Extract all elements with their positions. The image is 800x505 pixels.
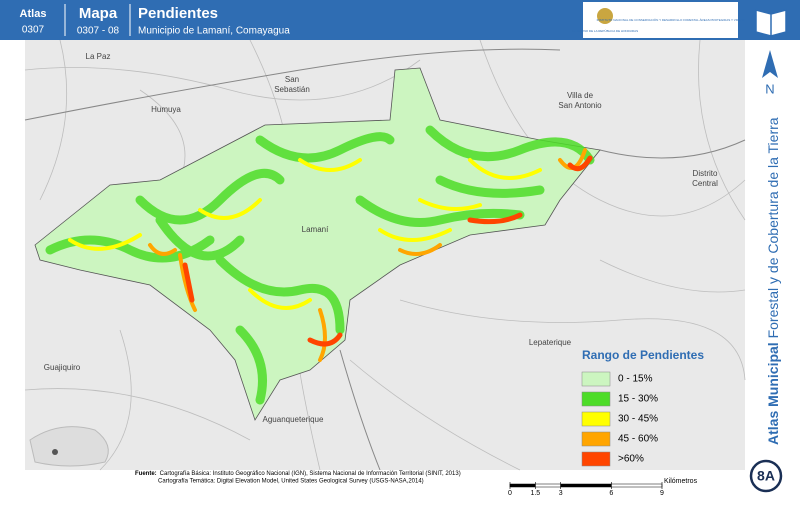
legend-title: Rango de Pendientes [582,348,704,362]
legend: 0 - 15% 15 - 30% 30 - 45% 45 - 60% >60% [581,371,658,467]
emblem [597,8,613,24]
place-label: La Paz [86,52,111,61]
slope-pattern [45,125,595,405]
map-subtitle: Municipio de Lamaní, Comayagua [138,26,290,37]
inset-map [29,426,109,467]
legend-swatch [581,431,611,447]
side-title: Atlas Municipal Forestal y de Cobertura … [765,117,781,445]
scale-segment [611,483,663,488]
legend-swatch [581,411,611,427]
north-label: N [765,81,774,96]
north-arrow [762,50,778,78]
scale-segment [535,483,561,488]
source-line2: Cartografía Temática: Digital Elevation … [158,479,424,485]
source-line1: Cartografía Básica: Instituto Geográfico… [160,471,461,477]
legend-label: 15 - 30% [618,394,658,405]
place-label: Lepaterique [529,338,572,347]
legend-swatch [581,371,611,387]
municipality [34,67,601,421]
place-label: Aguanqueterique [263,415,324,424]
legend-swatch [581,451,611,467]
legend-label: 45 - 60% [618,434,658,445]
place-labels: La Paz San Sebastián Humuya Villa de San Anto… [44,52,718,424]
scale-tick-label: 0 [508,490,512,497]
map-title: Pendientes [138,5,218,22]
scale-unit: Kilómetros [664,478,698,485]
badge-label: 8A [757,468,775,484]
source-heading: Fuente: [135,471,157,477]
logo-right-text: INSTITUTO NACIONAL DE CONSERVACIÓN Y DES… [597,17,764,22]
atlas-label: Atlas [20,8,47,20]
legend-label: >60% [618,454,644,465]
legend-label: 0 - 15% [618,374,653,385]
side-title-bold: Atlas Municipal [765,342,781,445]
scale-segment [509,483,536,488]
logo-left-text: GOBIERNO DE LA REPÚBLICA DE HONDURAS [572,28,638,33]
atlas-code: 0307 [22,25,45,36]
map-code: 0307 - 08 [77,26,120,37]
map-label: Mapa [79,5,118,22]
legend-swatch [581,391,611,407]
scale-tick-label: 9 [660,490,664,497]
scale-segment [560,483,612,488]
book-icon [755,9,787,37]
place-label: Humuya [151,105,181,114]
boundaries [24,48,746,471]
place-label: San Sebastián [274,75,310,94]
place-label: Distrito Central [692,169,718,188]
inset-location [52,449,58,455]
scale-tick-label: 1.5 [530,490,540,497]
scale-tick-label: 6 [609,490,613,497]
legend-label: 30 - 45% [618,414,658,425]
place-label: Guajiquiro [44,363,81,372]
place-label: Lamaní [302,225,329,234]
place-label: Villa de San Antonio [558,91,602,110]
scale-bar: Kilómetros 0 1.5 3 6 9 [508,478,698,497]
side-title-rest: Forestal y de Cobertura de la Tierra [765,117,781,342]
badge [749,459,783,493]
scale-tick-label: 3 [559,490,563,497]
source: Fuente: Cartografía Básica: Instituto Geo… [135,471,461,477]
